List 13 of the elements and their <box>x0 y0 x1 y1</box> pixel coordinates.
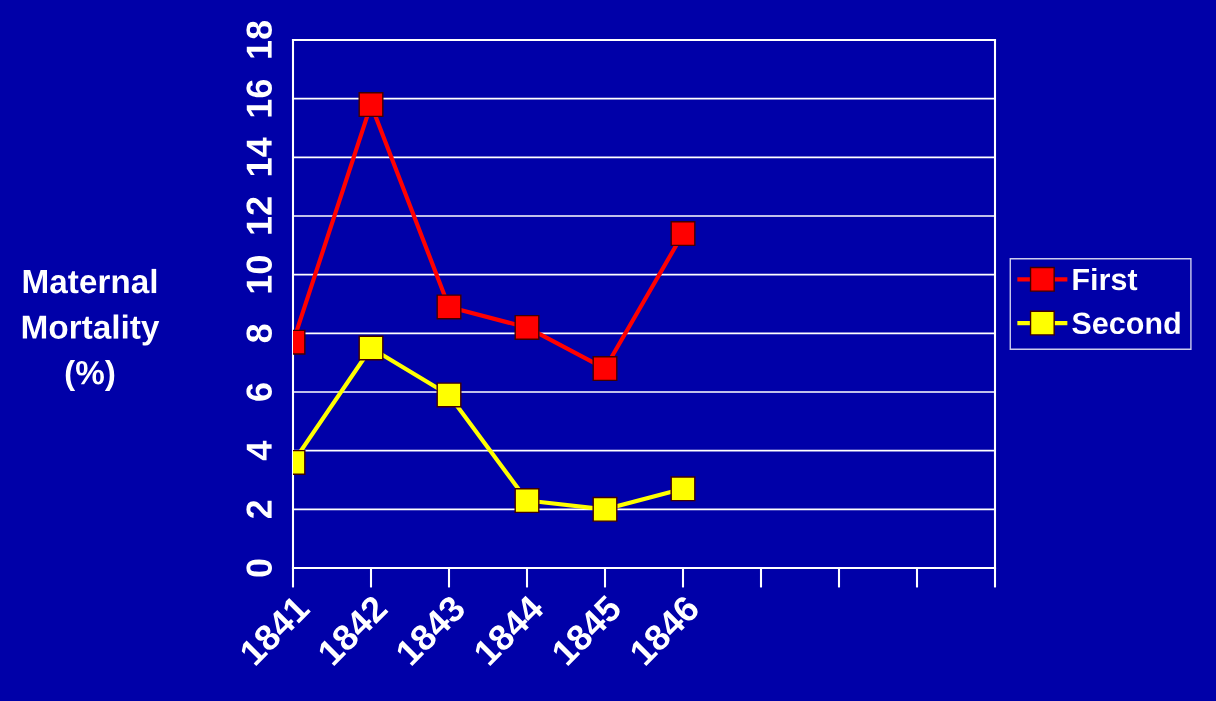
y-tick-label: 16 <box>246 79 272 117</box>
y-tick-label: 0 <box>246 559 272 577</box>
y-tick-label: 2 <box>246 500 272 519</box>
y-tick-label: 10 <box>246 256 272 293</box>
y-tick-label: 8 <box>246 324 272 343</box>
y-tick-label: 12 <box>246 197 272 234</box>
y-tick-label: 18 <box>246 21 272 58</box>
y-tick-label: 6 <box>246 383 272 401</box>
y-tick-label: 4 <box>246 440 272 461</box>
legend-label: Second <box>1072 311 1180 335</box>
legend-label: First <box>1073 267 1138 291</box>
y-axis-title: Maternal Mortality (%) <box>22 268 160 392</box>
y-tick-label: 14 <box>246 137 272 176</box>
